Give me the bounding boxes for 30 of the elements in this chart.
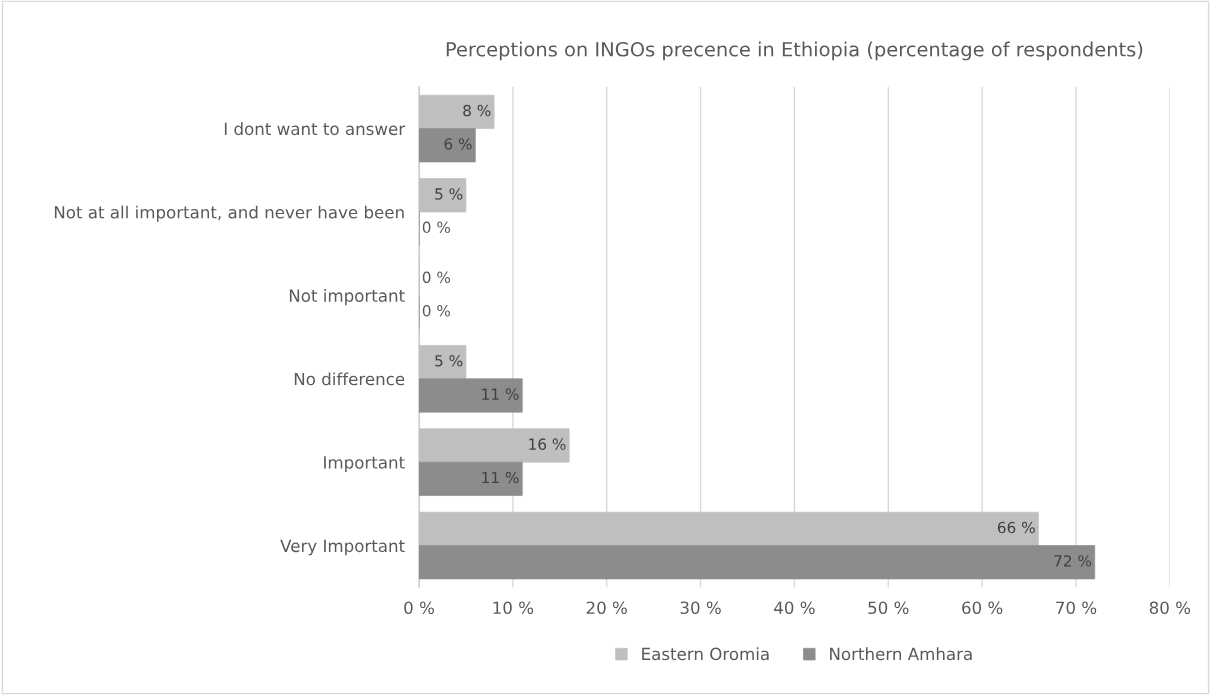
- data-label: 0 %: [422, 304, 451, 317]
- y-tick-label: Important: [324, 456, 405, 472]
- x-tick-label: 80 %: [1149, 601, 1191, 615]
- y-tick-label: Not important: [289, 289, 405, 306]
- y-tick-label: Not at all important, and never have been: [54, 205, 404, 222]
- x-tick-label: 70 %: [1056, 601, 1097, 615]
- data-label: 72 %: [1054, 555, 1092, 567]
- x-tick-label: 20 %: [586, 601, 627, 615]
- chart-title: Perceptions on INGOs precence in Ethiopia (percentage of respondents): [446, 41, 1143, 61]
- data-label: 11 %: [482, 471, 519, 484]
- x-tick-label: 10 %: [493, 601, 534, 615]
- data-label: 0 %: [422, 271, 451, 284]
- data-label: 16 %: [529, 438, 566, 450]
- data-label: 5 %: [435, 354, 463, 367]
- data-label: 0 %: [422, 221, 451, 234]
- x-tick-label: 40 %: [774, 601, 815, 615]
- data-label: 11 %: [482, 388, 519, 400]
- x-tick-label: 0 %: [404, 601, 434, 615]
- x-tick-label: 50 %: [868, 601, 909, 615]
- data-label: 66 %: [997, 521, 1035, 534]
- x-tick-label: 30 %: [680, 601, 721, 615]
- legend-label: Eastern Oromia: [642, 647, 769, 661]
- data-label: 6 %: [444, 138, 472, 150]
- data-label: 5 %: [435, 188, 463, 200]
- y-tick-label: I dont want to answer: [224, 122, 406, 136]
- legend-label: Northern Amhara: [830, 647, 972, 661]
- x-tick-label: 60 %: [962, 601, 1003, 615]
- y-tick-label: No difference: [294, 372, 405, 386]
- y-tick-label: Very Important: [280, 539, 405, 556]
- data-label: 8 %: [463, 104, 491, 117]
